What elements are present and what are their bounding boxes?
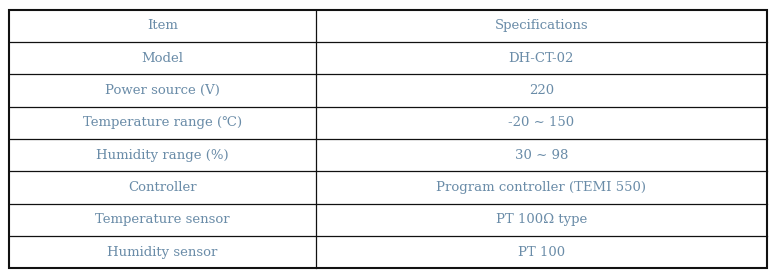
Text: 30 ∼ 98: 30 ∼ 98 bbox=[514, 149, 568, 162]
Text: Humidity sensor: Humidity sensor bbox=[108, 245, 218, 259]
Text: PT 100: PT 100 bbox=[518, 245, 565, 259]
Text: DH-CT-02: DH-CT-02 bbox=[509, 52, 574, 65]
Text: PT 100Ω type: PT 100Ω type bbox=[496, 213, 587, 226]
Text: Temperature range (℃): Temperature range (℃) bbox=[83, 116, 242, 129]
Text: Item: Item bbox=[147, 19, 178, 33]
Text: Temperature sensor: Temperature sensor bbox=[95, 213, 230, 226]
Text: Specifications: Specifications bbox=[494, 19, 588, 33]
Text: Model: Model bbox=[142, 52, 184, 65]
Text: Controller: Controller bbox=[128, 181, 197, 194]
Text: Power source (V): Power source (V) bbox=[106, 84, 220, 97]
Text: 220: 220 bbox=[528, 84, 554, 97]
Text: -20 ∼ 150: -20 ∼ 150 bbox=[508, 116, 574, 129]
Text: Program controller (TEMI 550): Program controller (TEMI 550) bbox=[436, 181, 646, 194]
Text: Humidity range (%): Humidity range (%) bbox=[96, 149, 229, 162]
